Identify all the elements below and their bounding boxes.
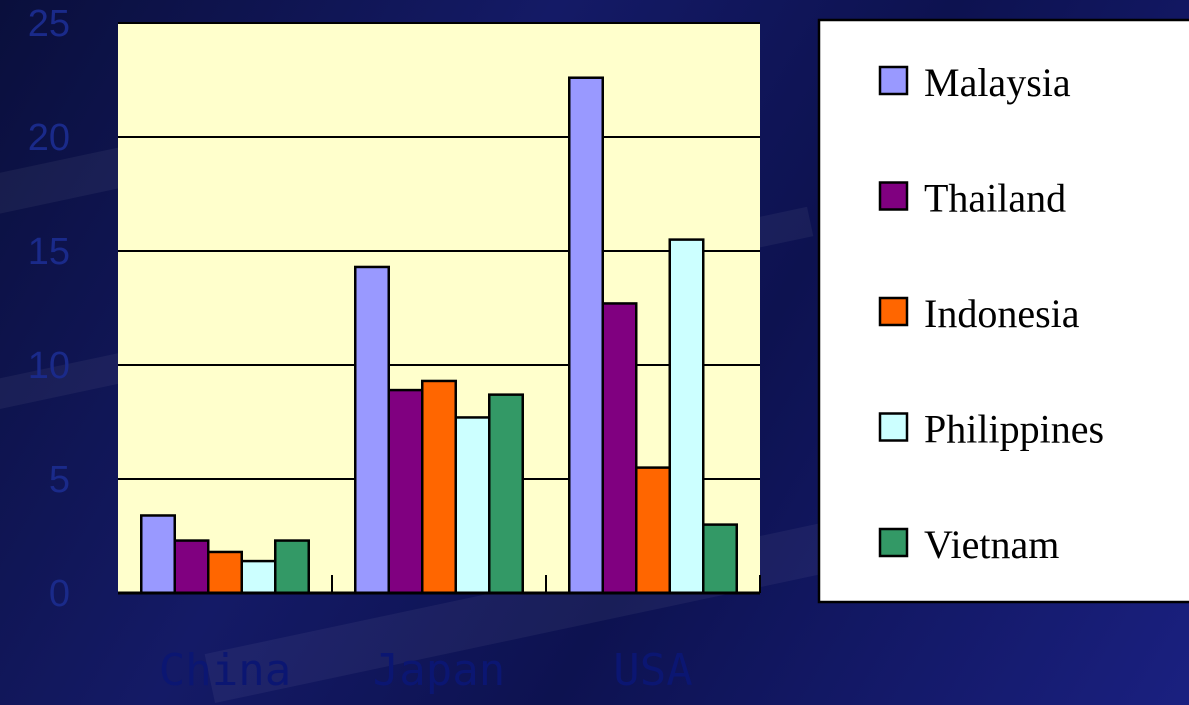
- y-tick-label: 25: [28, 3, 70, 45]
- bars: [140, 76, 738, 595]
- legend-swatch-malaysia: [878, 65, 909, 96]
- bar-vietnam-japan: [488, 393, 524, 595]
- legend-swatch-vietnam: [878, 527, 909, 558]
- x-tick-labels: China Japan USA: [159, 645, 693, 696]
- legend-swatch-philippines: [878, 412, 909, 442]
- bar-thailand-china: [173, 539, 210, 595]
- y-tick-label: 0: [49, 573, 70, 615]
- x-tick-label: Japan: [373, 645, 505, 696]
- legend-swatch-indonesia: [878, 296, 909, 327]
- y-tick-labels: 0 5 10 15 20 25: [28, 3, 70, 615]
- legend-label-malaysia: Malaysia: [924, 60, 1071, 105]
- axes: [118, 575, 761, 595]
- x-tick-label: China: [159, 645, 291, 696]
- bar-vietnam-usa: [702, 523, 738, 595]
- bar-malaysia-japan: [354, 265, 390, 595]
- legend: Malaysia Thailand Indonesia Philippines Viet…: [817, 18, 1189, 604]
- y-tick-label: 15: [28, 231, 70, 273]
- bar-malaysia-china: [140, 514, 176, 595]
- bar-indonesia-usa: [635, 466, 671, 595]
- bar-malaysia-usa: [568, 76, 604, 595]
- bar-indonesia-china: [207, 550, 243, 595]
- bar-philippines-usa: [668, 238, 705, 595]
- legend-label-indonesia: Indonesia: [924, 291, 1080, 336]
- bar-philippines-japan: [454, 416, 491, 595]
- y-tick-label: 20: [28, 117, 70, 159]
- legend-label-philippines: Philippines: [924, 407, 1104, 452]
- legend-label-thailand: Thailand: [924, 176, 1066, 221]
- bar-philippines-china: [240, 559, 277, 595]
- bar-vietnam-china: [274, 539, 310, 595]
- y-tick-label: 5: [49, 459, 70, 501]
- y-tick-label: 10: [28, 345, 70, 387]
- bar-thailand-japan: [387, 388, 424, 595]
- bar-indonesia-japan: [421, 379, 457, 595]
- x-tick-label: USA: [613, 645, 692, 696]
- bar-thailand-usa: [601, 302, 638, 595]
- legend-label-vietnam: Vietnam: [924, 522, 1059, 567]
- legend-swatch-thailand: [878, 181, 909, 211]
